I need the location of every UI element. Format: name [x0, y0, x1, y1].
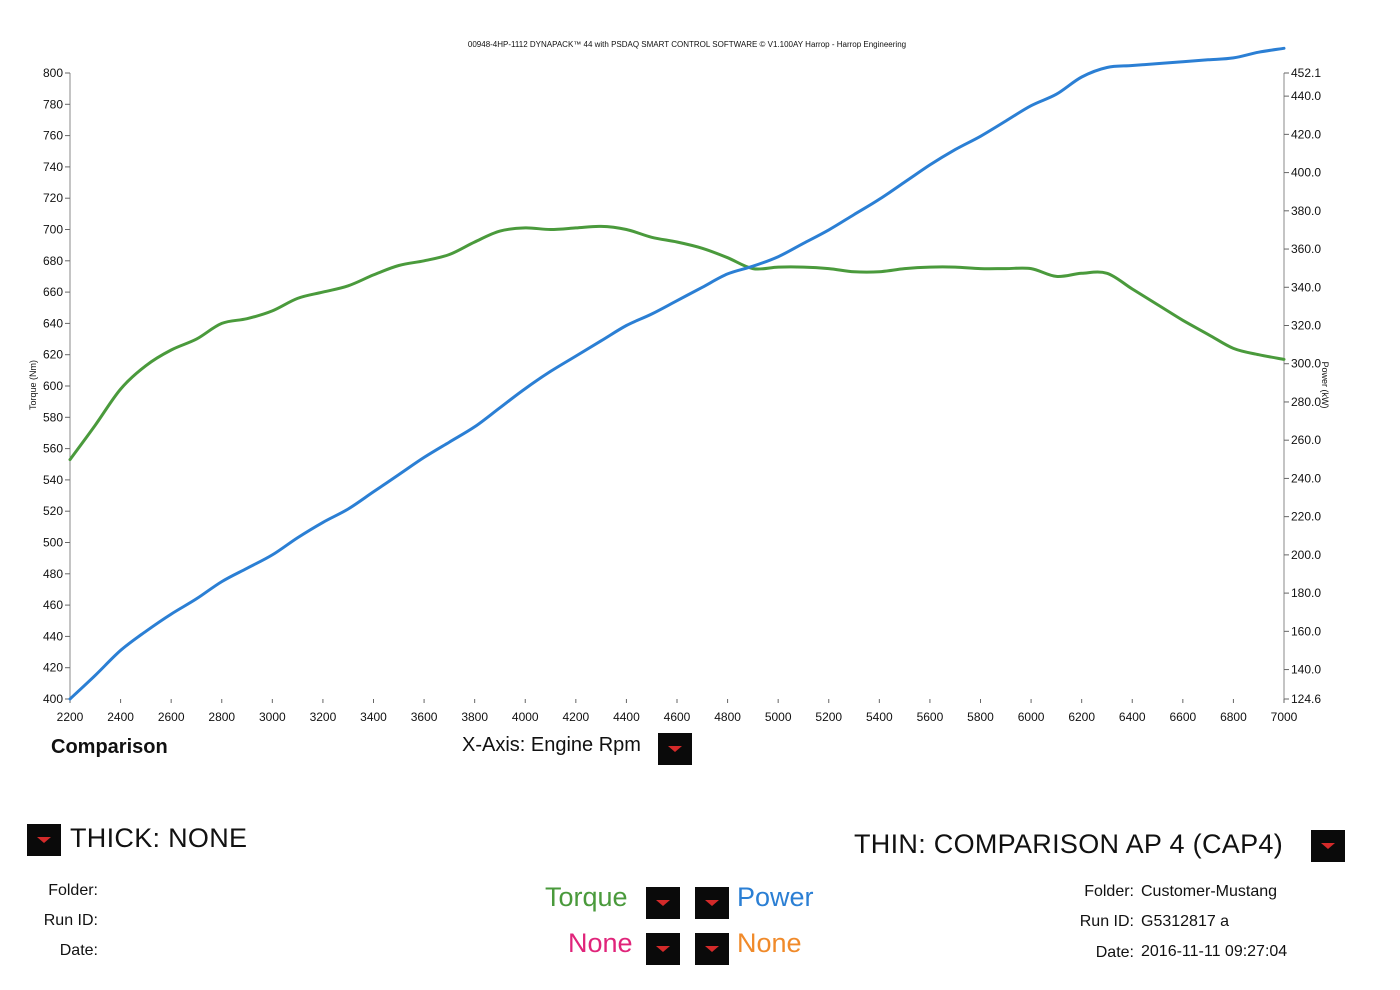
right-date-label: Date: — [1095, 944, 1134, 961]
left-tick-label: 680 — [43, 254, 63, 268]
left-tick-label: 480 — [43, 567, 63, 581]
legend-none-right: None — [737, 928, 802, 958]
right-tick-label: 320.0 — [1291, 319, 1321, 333]
right-runid-label: Run ID: — [1079, 913, 1134, 930]
none-left-dropdown-button[interactable] — [646, 933, 680, 965]
left-tick-label: 400 — [43, 692, 63, 706]
x-tick-label: 2400 — [107, 710, 134, 724]
x-tick-label: 5000 — [765, 710, 792, 724]
left-tick-label: 540 — [43, 473, 63, 487]
series-layer — [68, 46, 1286, 701]
x-tick-label: 4800 — [714, 710, 741, 724]
thick-dropdown-button[interactable] — [27, 824, 61, 856]
left-y-ticks: 800 780 760 740 720 700 680 660 640 620 600 580 560 5… — [43, 66, 70, 706]
left-tick-label: 720 — [43, 191, 63, 205]
right-tick-label: 180.0 — [1291, 586, 1321, 600]
thin-dropdown-button[interactable] — [1311, 830, 1345, 862]
right-tick-label: 280.0 — [1291, 395, 1321, 409]
left-tick-label: 420 — [43, 661, 63, 675]
right-tick-label: 260.0 — [1291, 433, 1321, 447]
left-tick-label: 800 — [43, 66, 63, 80]
x-axis-selector-label: X-Axis: Engine Rpm — [462, 734, 641, 756]
x-tick-label: 7000 — [1271, 710, 1298, 724]
left-tick-label: 780 — [43, 97, 63, 111]
right-tick-label: 140.0 — [1291, 663, 1321, 677]
power-dropdown-button[interactable] — [695, 887, 729, 919]
x-tick-label: 6200 — [1068, 710, 1095, 724]
x-tick-label: 4000 — [512, 710, 539, 724]
left-tick-label: 580 — [43, 410, 63, 424]
left-tick-label: 560 — [43, 442, 63, 456]
axes — [69, 73, 1285, 699]
left-date-label: Date: — [59, 942, 98, 959]
x-tick-label: 3400 — [360, 710, 387, 724]
x-axis-dropdown-button[interactable] — [658, 733, 692, 765]
x-tick-label: 6600 — [1169, 710, 1196, 724]
torque-series-line — [68, 224, 1286, 462]
right-tick-label: 124.6 — [1291, 692, 1321, 706]
right-tick-label: 340.0 — [1291, 280, 1321, 294]
left-tick-label: 460 — [43, 598, 63, 612]
legend-none-left: None — [568, 928, 633, 958]
right-tick-label: 200.0 — [1291, 548, 1321, 562]
right-tick-label: 420.0 — [1291, 127, 1321, 141]
right-tick-label: 300.0 — [1291, 357, 1321, 371]
left-axis-title: Torque (Nm) — [28, 360, 38, 410]
x-tick-label: 6400 — [1119, 710, 1146, 724]
x-tick-label: 6000 — [1018, 710, 1045, 724]
right-tick-label: 380.0 — [1291, 204, 1321, 218]
thin-label: THIN: COMPARISON AP 4 (CAP4) — [854, 829, 1283, 859]
right-tick-label: 440.0 — [1291, 89, 1321, 103]
right-runid-value: G5312817 a — [1141, 913, 1230, 930]
x-tick-label: 2200 — [57, 710, 84, 724]
torque-dropdown-button[interactable] — [646, 887, 680, 919]
comparison-label: Comparison — [51, 736, 168, 758]
left-folder-label: Folder: — [48, 882, 98, 899]
x-tick-label: 2600 — [158, 710, 185, 724]
left-tick-label: 500 — [43, 536, 63, 550]
power-series-line — [68, 46, 1286, 701]
left-runid-label: Run ID: — [43, 912, 98, 929]
right-folder-label: Folder: — [1084, 883, 1134, 900]
right-tick-label: 400.0 — [1291, 166, 1321, 180]
left-tick-label: 440 — [43, 629, 63, 643]
x-tick-label: 5600 — [917, 710, 944, 724]
left-tick-label: 700 — [43, 223, 63, 237]
chart-header: 00948-4HP-1112 DYNAPACK™ 44 with PSDAQ S… — [468, 40, 906, 49]
x-tick-label: 3000 — [259, 710, 286, 724]
right-tick-label: 360.0 — [1291, 242, 1321, 256]
thick-label: THICK: NONE — [70, 823, 248, 853]
x-tick-label: 2800 — [208, 710, 235, 724]
x-tick-label: 5800 — [967, 710, 994, 724]
right-date-value: 2016-11-11 09:27:04 — [1141, 943, 1288, 960]
left-tick-label: 740 — [43, 160, 63, 174]
right-tick-label: 220.0 — [1291, 510, 1321, 524]
x-tick-label: 6800 — [1220, 710, 1247, 724]
right-tick-label: 452.1 — [1291, 66, 1321, 80]
right-y-ticks: 452.1 440.0 420.0 400.0 380.0 360.0 340.0 320.0… — [1284, 66, 1321, 706]
x-tick-label: 4600 — [664, 710, 691, 724]
left-tick-label: 600 — [43, 379, 63, 393]
left-tick-label: 760 — [43, 129, 63, 143]
x-tick-label: 3800 — [461, 710, 488, 724]
x-tick-label: 5200 — [815, 710, 842, 724]
left-tick-label: 640 — [43, 316, 63, 330]
x-tick-label: 4400 — [613, 710, 640, 724]
left-tick-label: 660 — [43, 285, 63, 299]
left-tick-label: 520 — [43, 504, 63, 518]
x-tick-label: 3200 — [310, 710, 337, 724]
right-folder-value: Customer-Mustang — [1141, 883, 1278, 900]
x-tick-label: 3600 — [411, 710, 438, 724]
none-right-dropdown-button[interactable] — [695, 933, 729, 965]
x-tick-label: 4200 — [562, 710, 589, 724]
right-axis-title: Power (kW) — [1320, 362, 1330, 409]
x-ticks: 2200 2400 2600 2800 3000 3200 3400 3600 3800 4000… — [57, 699, 1298, 724]
right-tick-label: 160.0 — [1291, 624, 1321, 638]
left-tick-label: 620 — [43, 348, 63, 362]
right-tick-label: 240.0 — [1291, 471, 1321, 485]
legend-torque: Torque — [545, 882, 628, 912]
x-tick-label: 5400 — [866, 710, 893, 724]
legend-power: Power — [737, 882, 814, 912]
